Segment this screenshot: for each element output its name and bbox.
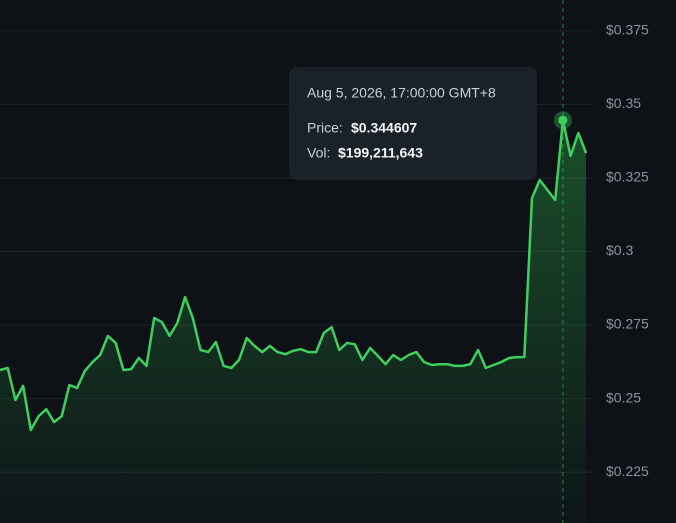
tooltip-price-label: Price: bbox=[307, 120, 343, 136]
plot bbox=[0, 0, 588, 523]
tooltip-box bbox=[289, 67, 537, 180]
line bbox=[0, 119, 588, 432]
tooltip-vol: $199,211,643 bbox=[338, 145, 423, 161]
y-tick-label: $0.225 bbox=[606, 463, 649, 479]
tooltip-vol-label: Vol: bbox=[307, 145, 330, 161]
y-tick-label: $0.325 bbox=[606, 169, 649, 185]
tooltip: Aug 5, 2026, 17:00:00 GMT+8 Price: $0.34… bbox=[289, 67, 537, 180]
y-tick-label: $0.375 bbox=[606, 22, 649, 38]
y-tick-label: $0.3 bbox=[606, 242, 633, 258]
y-tick-label: $0.275 bbox=[606, 316, 649, 332]
area bbox=[0, 120, 586, 523]
tooltip-date: Aug 5, 2026, 17:00:00 GMT+8 bbox=[307, 85, 496, 101]
tooltip-price: $0.344607 bbox=[351, 120, 417, 136]
hover-point bbox=[558, 115, 568, 125]
y-tick-label: $0.25 bbox=[606, 389, 641, 405]
y-tick-label: $0.35 bbox=[606, 95, 641, 111]
